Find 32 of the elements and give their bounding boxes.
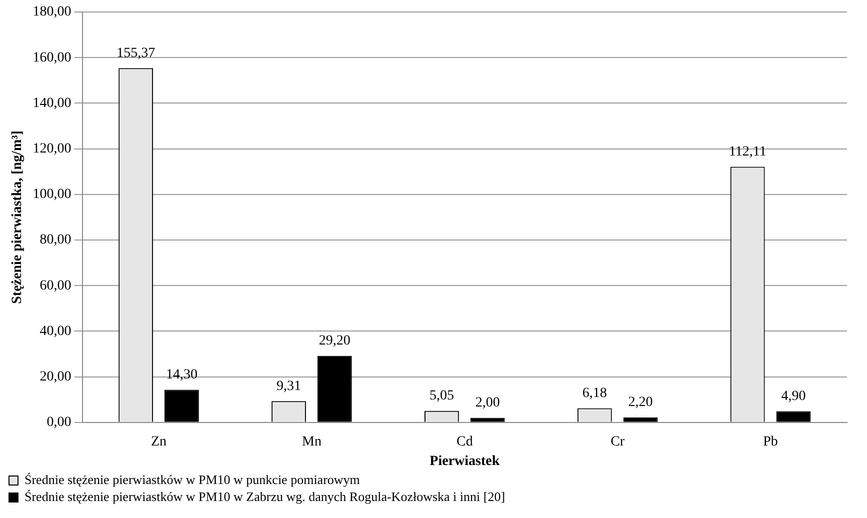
x-axis-title: Pierwiastek bbox=[430, 454, 500, 470]
y-tick-label: 160,00 bbox=[32, 50, 72, 66]
y-tick-label: 40,00 bbox=[40, 324, 72, 339]
data-label: 2,00 bbox=[475, 396, 500, 411]
y-tick-label: 20,00 bbox=[40, 369, 72, 384]
data-label: 155,37 bbox=[116, 46, 156, 61]
bar bbox=[317, 356, 352, 422]
data-label: 112,11 bbox=[728, 144, 766, 160]
x-tick-label: Zn bbox=[150, 434, 167, 450]
y-tick-label: 100,00 bbox=[32, 187, 72, 202]
y-tick-label: 120,00 bbox=[32, 141, 72, 156]
bar bbox=[164, 390, 199, 422]
x-tick-label: Cr bbox=[610, 434, 625, 450]
data-label: 14,30 bbox=[166, 367, 198, 382]
y-tick-label: 0,00 bbox=[46, 415, 72, 430]
data-label: 4,90 bbox=[781, 388, 806, 404]
data-label: 9,31 bbox=[276, 378, 302, 394]
legend-label: Średnie stężenie pierwiastków w PM10 w Zabrzu wg. danych Rogula-Kozłowska i inni [20] bbox=[24, 488, 506, 504]
legend-label: Średnie stężenie pierwiastków w PM10 w punkcie pomiarowym bbox=[24, 472, 360, 487]
y-tick-label: 80,00 bbox=[40, 232, 72, 248]
data-label: 5,05 bbox=[429, 388, 454, 404]
y-tick-label: 180,00 bbox=[32, 4, 72, 20]
data-label: 6,18 bbox=[582, 386, 607, 401]
y-tick-label: 140,00 bbox=[32, 96, 72, 111]
bar bbox=[776, 411, 811, 422]
y-axis-title: Stężenie pierwiastka, [ng/m³] bbox=[10, 130, 26, 304]
x-tick-label: Mn bbox=[302, 434, 322, 450]
x-tick-label: Pb bbox=[763, 434, 778, 450]
x-tick-label: Cd bbox=[456, 434, 473, 450]
data-label: 2,20 bbox=[628, 395, 653, 410]
y-tick-label: 60,00 bbox=[40, 278, 72, 294]
data-label: 29,20 bbox=[318, 333, 350, 348]
